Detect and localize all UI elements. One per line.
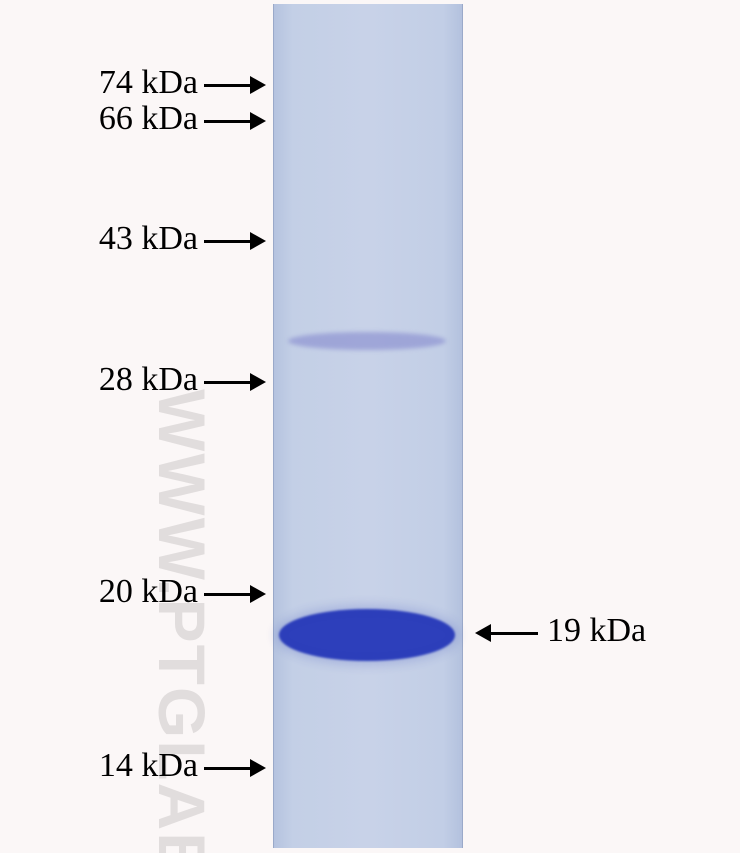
mw-marker-label: 28 kDa <box>99 363 198 397</box>
arrow-shaft <box>204 381 250 384</box>
arrow-head-icon <box>250 76 266 94</box>
arrow-shaft <box>491 632 538 635</box>
result-band-label: 19 kDa <box>547 614 646 648</box>
mw-marker-label: 20 kDa <box>99 575 198 609</box>
arrow-shaft <box>204 240 250 243</box>
arrow-head-icon <box>475 624 491 642</box>
arrow-head-icon <box>250 585 266 603</box>
mw-marker-label: 14 kDa <box>99 749 198 783</box>
arrow-head-icon <box>250 112 266 130</box>
arrow-head-icon <box>250 759 266 777</box>
arrow-shaft <box>204 767 250 770</box>
arrow-shaft <box>204 120 250 123</box>
arrow-head-icon <box>250 373 266 391</box>
gel-lane <box>273 4 463 848</box>
mw-marker-label: 66 kDa <box>99 102 198 136</box>
protein-band-weak <box>288 332 446 350</box>
gel-image-figure: WWW.PTGLAB.COM74 kDa66 kDa43 kDa28 kDa20… <box>0 0 740 853</box>
arrow-head-icon <box>250 232 266 250</box>
arrow-shaft <box>204 593 250 596</box>
mw-marker-label: 43 kDa <box>99 222 198 256</box>
arrow-shaft <box>204 84 250 87</box>
protein-band-main <box>279 609 455 661</box>
mw-marker-label: 74 kDa <box>99 66 198 100</box>
